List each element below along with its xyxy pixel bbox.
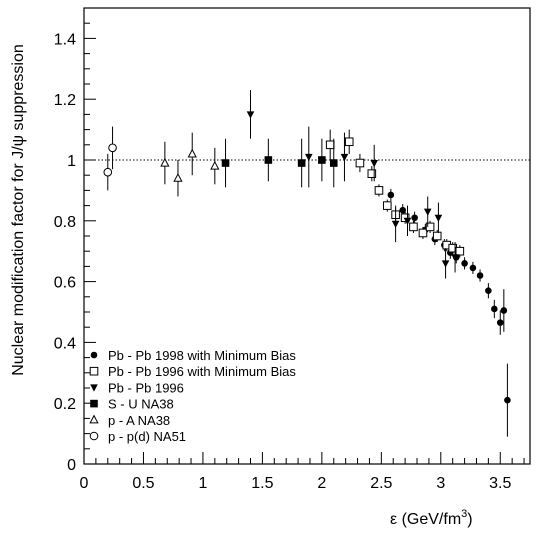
- x-tick-label: 0: [80, 475, 89, 492]
- data-point: [504, 396, 511, 404]
- data-point: [500, 307, 508, 314]
- y-tick-label: 0.4: [54, 335, 76, 352]
- x-tick-label: 1.5: [251, 475, 273, 492]
- data-point: [187, 148, 197, 158]
- legend-label: Pb - Pb 1996: [108, 380, 184, 395]
- data-point: [469, 264, 477, 272]
- data-point: [451, 254, 459, 262]
- legend-marker: [89, 414, 99, 424]
- data-points: [103, 90, 511, 437]
- data-point: [391, 220, 400, 229]
- data-point: [399, 206, 407, 214]
- data-point: [325, 140, 335, 150]
- legend-label: p - p(d) NA51: [108, 429, 186, 444]
- x-axis-label-main: ε (GeV/fm: [390, 511, 461, 528]
- series-1: [325, 129, 465, 258]
- x-tick-label: 3: [436, 475, 445, 492]
- series-2: [246, 90, 459, 279]
- data-point: [409, 222, 418, 232]
- data-point: [491, 305, 498, 313]
- series-4: [160, 132, 220, 197]
- legend-marker: [89, 366, 99, 376]
- data-point: [387, 191, 395, 199]
- x-axis-label: ε (GeV/fm3): [390, 508, 473, 528]
- data-point: [318, 156, 326, 164]
- data-point: [374, 186, 384, 195]
- x-axis-ticks: 0 0.5 1 1.5 2 2.5 3 3.5: [80, 452, 525, 492]
- y-tick-label: 0.2: [54, 396, 76, 413]
- data-point: [246, 111, 255, 119]
- legend-marker: [90, 351, 98, 359]
- y-axis-ticks: 0 0.2 0.4 0.6 0.8 1 1.2 1.4: [54, 7, 96, 474]
- x-axis-label-close: ): [467, 511, 472, 528]
- data-point: [441, 260, 450, 268]
- data-point: [370, 160, 378, 168]
- data-point: [103, 167, 113, 177]
- y-tick-label: 0: [67, 457, 76, 474]
- data-point: [455, 246, 465, 256]
- data-point: [382, 201, 392, 210]
- data-point: [411, 214, 418, 222]
- x-tick-label: 2.5: [370, 475, 392, 492]
- y-axis-label: Nuclear modification factor for J/ψ supp…: [10, 44, 27, 376]
- data-point: [476, 272, 484, 279]
- y-tick-label: 0.6: [54, 275, 76, 292]
- data-point: [210, 160, 220, 170]
- data-point: [297, 159, 306, 167]
- series-0: [387, 188, 511, 437]
- data-point: [160, 157, 170, 167]
- plot-frame: [83, 7, 531, 465]
- x-tick-label: 3.5: [489, 475, 511, 492]
- data-point: [461, 260, 468, 267]
- legend-marker: [89, 431, 99, 441]
- data-point: [496, 319, 504, 326]
- y-tick-label: 1: [67, 153, 76, 170]
- data-point: [173, 172, 183, 182]
- y-tick-label: 0.8: [54, 214, 76, 231]
- y-tick-label: 1.4: [54, 31, 76, 48]
- data-point: [108, 143, 117, 153]
- data-point: [423, 208, 432, 216]
- data-point: [264, 156, 273, 164]
- y-tick-label: 1.2: [54, 92, 76, 109]
- legend-label: S - U NA38: [108, 397, 174, 412]
- legend-label: Pb - Pb 1996 with Minimum Bias: [108, 364, 296, 379]
- x-tick-label: 1: [198, 475, 207, 492]
- data-point: [432, 231, 442, 241]
- x-tick-label: 0.5: [132, 475, 154, 492]
- x-axis-label-sup: 3: [461, 508, 467, 520]
- data-point: [485, 287, 492, 295]
- x-tick-label: 2: [317, 475, 326, 492]
- legend-label: p - A NA38: [108, 413, 170, 428]
- series-3: [221, 138, 338, 188]
- data-point: [355, 158, 365, 168]
- data-point: [304, 153, 313, 162]
- data-point: [221, 159, 230, 167]
- data-point: [434, 214, 443, 222]
- data-point: [340, 153, 349, 162]
- data-point: [329, 159, 338, 167]
- data-point: [367, 169, 377, 178]
- legend-marker: [90, 384, 98, 392]
- data-point: [418, 228, 428, 238]
- data-point: [344, 137, 354, 147]
- series-5: [103, 126, 117, 191]
- data-point: [425, 222, 435, 232]
- legend-marker: [90, 399, 98, 408]
- plot-border: [83, 7, 531, 465]
- data-point: [403, 217, 412, 225]
- legend-label: Pb - Pb 1998 with Minimum Bias: [108, 348, 296, 363]
